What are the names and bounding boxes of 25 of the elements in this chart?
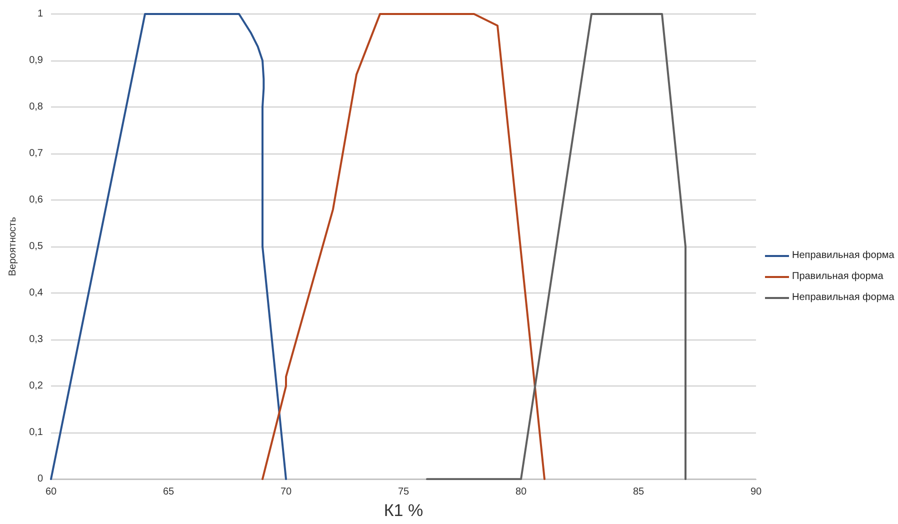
line-series bbox=[262, 13, 546, 480]
x-tick-label: 80 bbox=[515, 486, 527, 498]
y-tick-label: 0,3 bbox=[29, 334, 44, 346]
y-tick-label: 0 bbox=[37, 474, 44, 485]
y-tick-label: 0,8 bbox=[29, 102, 44, 113]
y-tick-label: 0,2 bbox=[29, 380, 44, 392]
y-tick-label: 0,7 bbox=[29, 148, 44, 160]
y-tick-label: 0,5 bbox=[29, 241, 44, 252]
y-axis-title: Вероятность bbox=[8, 216, 19, 276]
y-tick-label: 0,1 bbox=[29, 427, 44, 438]
x-tick-label: 65 bbox=[162, 486, 174, 498]
legend-label: Правильная форма bbox=[792, 271, 884, 282]
legend-label: Неправильная форма bbox=[792, 292, 894, 303]
y-tick-label: 0,6 bbox=[29, 194, 44, 206]
x-axis-title: К1 % bbox=[384, 501, 424, 520]
legend-label: Неправильная форма bbox=[792, 250, 894, 261]
y-tick-label: 0,9 bbox=[29, 55, 44, 66]
x-tick-label: 75 bbox=[398, 486, 410, 498]
y-tick-label: 0,4 bbox=[29, 288, 44, 299]
x-tick-label: 85 bbox=[632, 486, 644, 498]
x-tick-label: 60 bbox=[45, 486, 57, 498]
x-tick-label: 70 bbox=[280, 486, 292, 498]
line-series bbox=[50, 13, 287, 480]
y-tick-label: 1 bbox=[37, 8, 44, 20]
x-tick-label: 90 bbox=[750, 486, 762, 498]
